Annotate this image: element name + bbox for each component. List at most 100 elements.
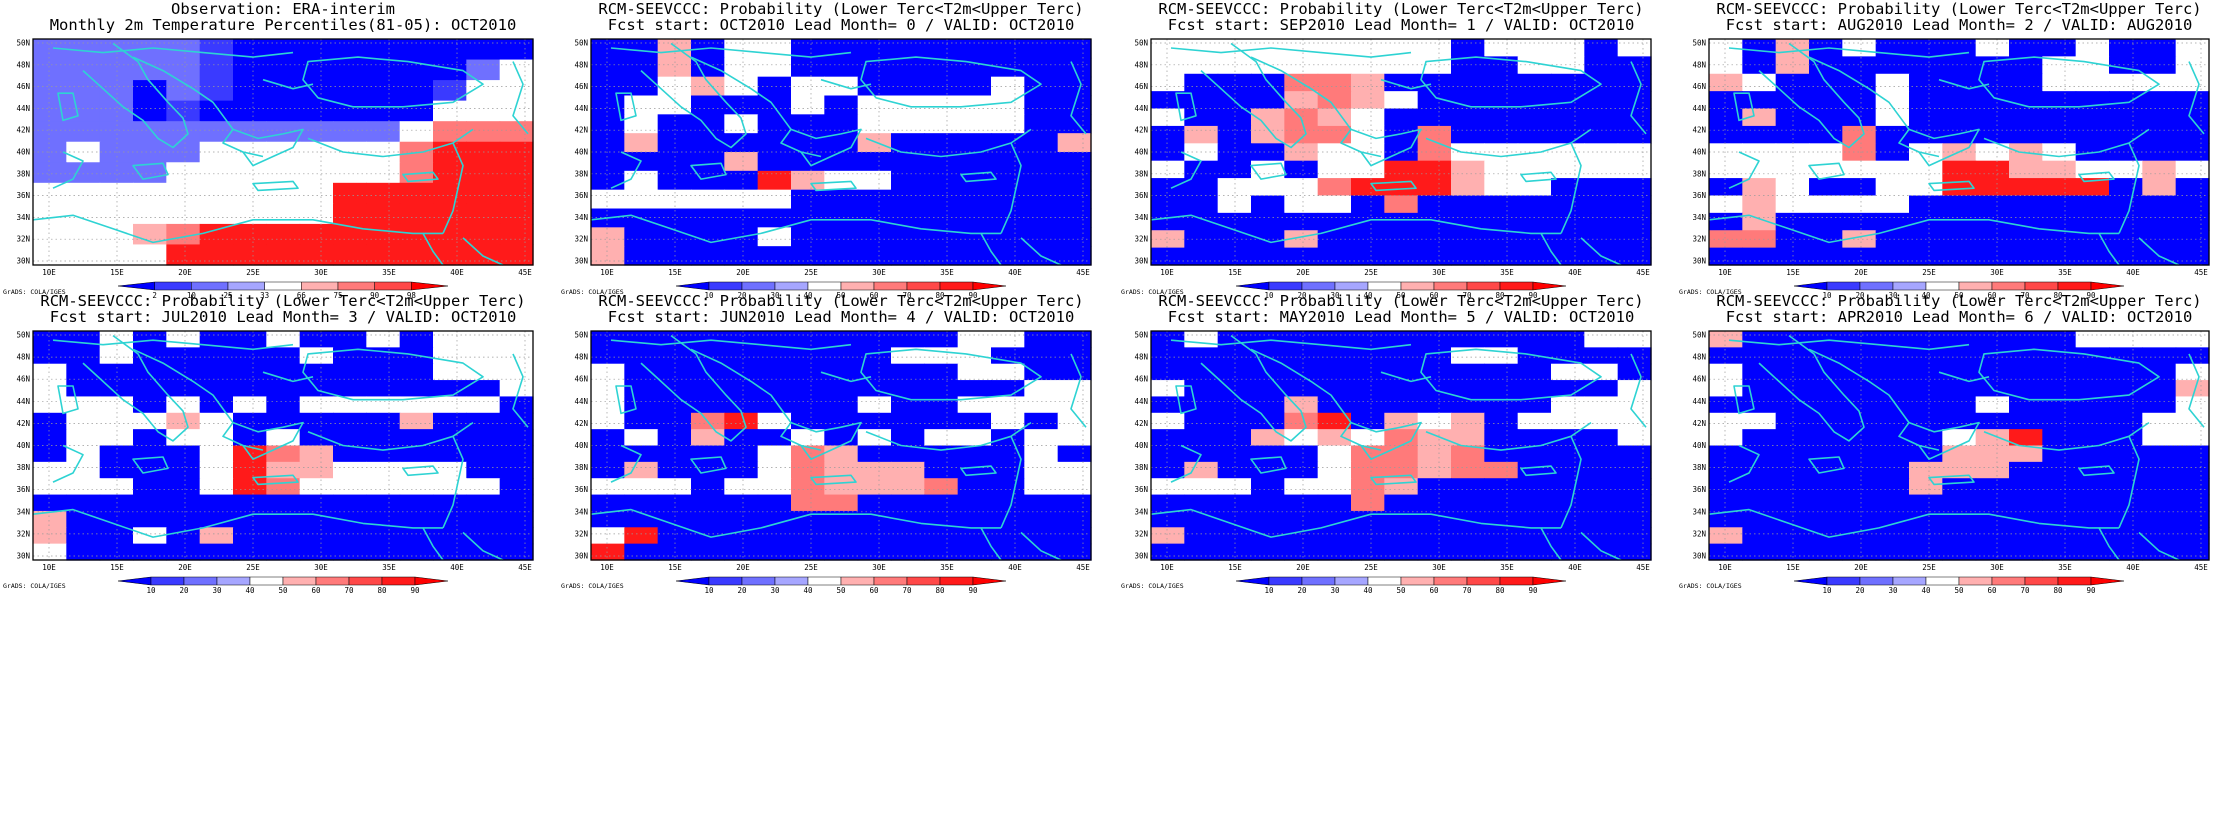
grid-cell — [1384, 247, 1419, 266]
lon-tick-label: 25E — [1364, 563, 1378, 572]
lat-tick-label: 34N — [16, 213, 30, 222]
grid-cell — [757, 133, 792, 153]
grid-cell — [1184, 380, 1219, 398]
grid-cell — [1284, 461, 1319, 479]
grid-cell — [1451, 396, 1485, 414]
lat-tick-label: 36N — [1134, 191, 1148, 200]
grid-cell — [957, 246, 992, 266]
coastline — [1250, 162, 1287, 180]
colorbar-tick-label: 60 — [1987, 291, 1997, 300]
grid-cell — [433, 445, 467, 463]
grid-cell — [591, 189, 625, 210]
grid-cell — [233, 223, 267, 246]
lat-tick-label: 42N — [1692, 126, 1706, 135]
grid-cell — [299, 429, 334, 447]
grid-cell — [2142, 160, 2177, 179]
grid-cell — [857, 396, 892, 414]
grid-cell — [1384, 347, 1419, 365]
grid-cell — [1842, 91, 1877, 110]
grid-cell — [724, 527, 759, 545]
grid-cell — [1317, 195, 1352, 214]
grid-cell — [824, 380, 859, 398]
grid-cell — [366, 182, 401, 204]
grid-cell — [1217, 212, 1252, 231]
grid-cell — [166, 244, 201, 266]
grid-cell — [924, 461, 959, 479]
colorbar: 10 20 30 40 50 60 70 80 90 — [1793, 281, 2125, 300]
grid-cell — [1842, 331, 1877, 348]
lon-tick-label: 15E — [1786, 563, 1800, 572]
grid-cell — [99, 331, 134, 348]
grid-cell — [2142, 429, 2177, 447]
grid-cell — [466, 223, 501, 246]
coastline — [1170, 339, 1412, 351]
grid-cell — [1617, 527, 1652, 545]
grid-cell — [99, 412, 134, 430]
grid-cell — [1451, 527, 1485, 545]
grid-cell — [791, 170, 825, 191]
grid-cell — [233, 429, 267, 447]
lat-tick-label: 42N — [16, 419, 30, 428]
grads-credit: GrADS: COLA/IGES — [3, 582, 66, 590]
grid-cell — [2142, 445, 2177, 463]
grid-cell — [1484, 396, 1519, 414]
grid-cell — [1351, 56, 1385, 75]
grid-cell — [66, 182, 101, 204]
coastline — [1728, 444, 1760, 483]
grid-cell — [433, 461, 467, 479]
coastline — [690, 56, 822, 158]
grid-cell — [591, 76, 625, 97]
grid-cell — [1451, 478, 1485, 496]
grid-cell — [133, 223, 167, 246]
grid-cell — [1151, 73, 1185, 92]
grid-cell — [1217, 445, 1252, 463]
coastline — [1175, 92, 1197, 122]
coastline — [1150, 214, 1561, 244]
grid-cell — [1517, 478, 1552, 496]
grid-cell — [1909, 478, 1943, 496]
grid-cell — [1251, 143, 1285, 162]
grid-cell — [1775, 73, 1810, 92]
grid-cell — [1317, 510, 1352, 528]
grid-cell — [299, 527, 334, 545]
grid-cell — [1584, 331, 1619, 348]
grid-cell — [1057, 543, 1092, 561]
lon-tick-label: 15E — [668, 563, 682, 572]
grid-cell — [1151, 380, 1185, 398]
grid-cell — [1417, 527, 1452, 545]
grid-cell — [1975, 195, 2010, 214]
colorbar-tick-label: 80 — [1495, 291, 1505, 300]
grid-cell — [1451, 461, 1485, 479]
grid-cell — [824, 347, 859, 365]
grid-cell — [133, 182, 167, 204]
grid-cell — [499, 494, 534, 512]
lat-tick-label: 48N — [1692, 60, 1706, 69]
grid-cell — [1975, 160, 2010, 179]
grid-cell — [1184, 347, 1219, 365]
grid-cell — [133, 445, 167, 463]
grid-cell — [1742, 160, 1777, 179]
grid-cell — [299, 223, 334, 246]
grid-cell — [166, 162, 201, 184]
lat-tick-label: 36N — [1692, 191, 1706, 200]
grid-cell — [433, 80, 467, 102]
grid-cell — [791, 114, 825, 134]
grid-cell — [2175, 363, 2210, 381]
colorbar-swatch — [1892, 281, 1927, 291]
grid-cell — [33, 347, 67, 365]
grads-credit: GrADS: COLA/IGES — [561, 288, 624, 296]
grid-cell — [991, 189, 1025, 210]
grid-cell — [1284, 543, 1319, 561]
grid-cell — [591, 461, 625, 479]
grid-cell — [1284, 39, 1319, 57]
colorbar-swatch — [972, 281, 1007, 291]
grid-cell — [2175, 195, 2210, 214]
coastline — [1250, 456, 1287, 474]
grid-cell — [1975, 347, 2010, 365]
map-frame — [1150, 38, 1652, 266]
grid-cell — [2075, 510, 2110, 528]
lon-tick-label: 45E — [518, 268, 532, 277]
grid-cell — [466, 396, 501, 414]
grid-cell — [1742, 543, 1777, 561]
coastline — [615, 92, 637, 122]
